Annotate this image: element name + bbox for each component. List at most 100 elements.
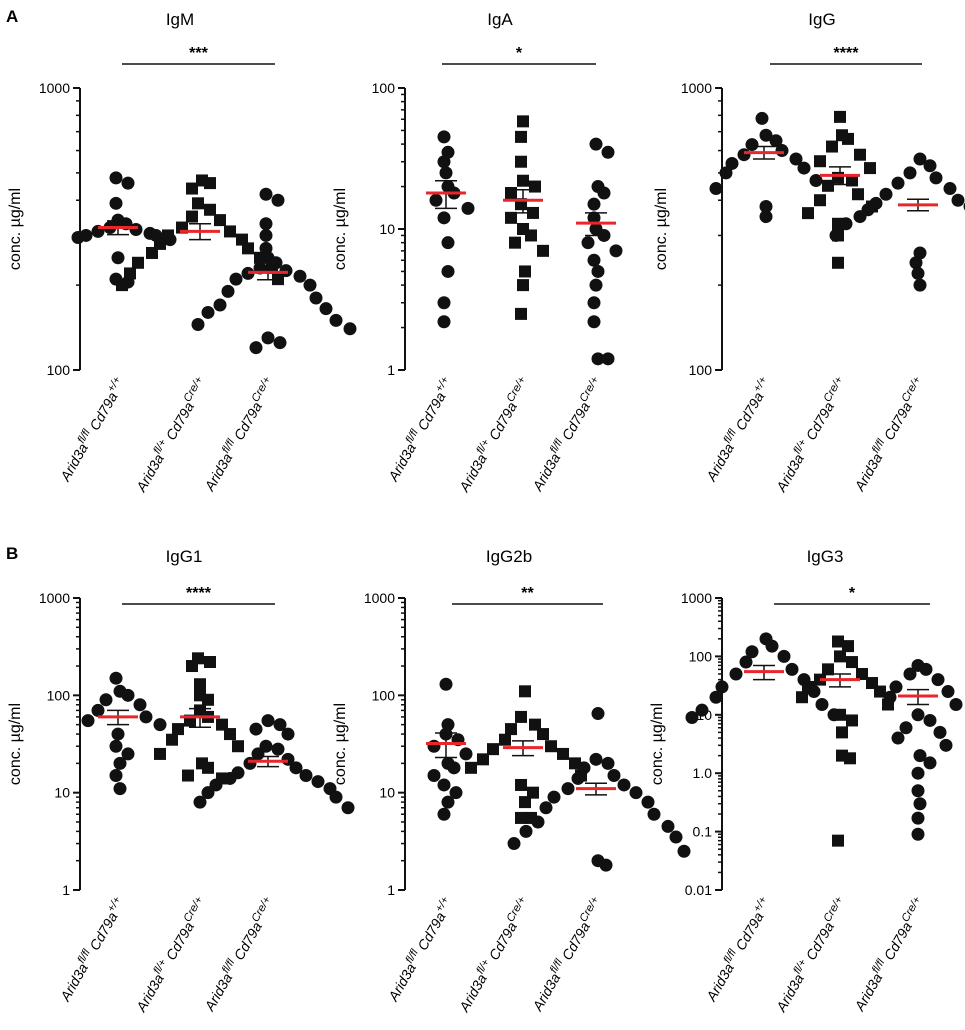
data-point-square — [515, 811, 527, 824]
data-point-square — [545, 740, 557, 753]
data-point-circle — [427, 739, 441, 753]
data-point-circle — [755, 111, 769, 125]
chart-title: IgA — [487, 10, 513, 29]
x-tick-label: Arid3afl/+ Cd79aCre/+ — [771, 894, 851, 1015]
group-label-base: Arid3a — [851, 970, 886, 1014]
group-label-sup2: Cre/+ — [181, 374, 205, 404]
data-point-circle — [617, 778, 631, 792]
data-point-square — [124, 267, 136, 280]
data-point-square — [146, 246, 158, 259]
data-point-circle — [607, 769, 621, 783]
data-point-square — [517, 279, 529, 292]
data-point-circle — [303, 278, 317, 292]
group-label-sup2: Cre/+ — [821, 374, 845, 404]
data-point-circle — [815, 698, 829, 712]
group-label-mid: Cd79a — [879, 399, 916, 446]
data-point-circle — [441, 236, 455, 250]
data-point-square — [172, 723, 184, 736]
data-point-circle — [789, 152, 803, 166]
data-point-circle — [507, 837, 521, 851]
data-point-square — [182, 769, 194, 782]
data-point-circle — [539, 801, 553, 815]
data-point-square — [515, 307, 527, 320]
data-point-circle — [929, 171, 943, 185]
group-label-sup2: Cre/+ — [504, 894, 528, 924]
data-point-circle — [949, 698, 963, 712]
x-tick-label: Arid3afl/fl Cd79aCre/+ — [527, 374, 607, 494]
y-tick-label: 0.01 — [685, 882, 712, 898]
group-label-mid: Cd79a — [161, 399, 198, 446]
group-label-sup2: Cre/+ — [249, 374, 273, 404]
data-point-circle — [111, 727, 125, 741]
data-point-circle — [923, 713, 937, 727]
group-label-mid: Cd79a — [801, 919, 838, 966]
chart-iga: IgA 1 10 100 conc. µg/ml * Arid3afl/fl Cd79a+/… — [332, 10, 623, 495]
data-point-circle — [911, 827, 925, 841]
group-label-base: Arid3a — [455, 451, 490, 495]
data-point-circle — [641, 795, 655, 809]
data-point-circle — [911, 784, 925, 798]
data-point-square — [216, 718, 228, 731]
data-point-circle — [777, 649, 791, 663]
data-point-circle — [437, 807, 451, 821]
data-point-circle — [113, 756, 127, 770]
data-point-square — [517, 174, 529, 187]
data-point-circle — [591, 264, 605, 278]
x-tick-label: Arid3afl/fl Cd79a+/+ — [701, 894, 775, 1004]
data-point-circle — [91, 703, 105, 717]
data-point-square — [814, 155, 826, 168]
data-point-circle — [785, 662, 799, 676]
data-point-square — [214, 214, 226, 227]
significance-stars: *** — [189, 45, 208, 62]
data-point-square — [154, 237, 166, 250]
data-point-square — [874, 685, 886, 698]
chart-igg: IgG 100 1000 conc. µg/ml **** Arid3afl/fl Cd7… — [653, 10, 965, 495]
data-point-circle — [309, 291, 323, 305]
group-label-sup2: Cre/+ — [577, 374, 601, 404]
data-point-circle — [581, 236, 595, 250]
data-point-circle — [113, 782, 127, 796]
y-tick-label: 1 — [62, 882, 70, 898]
data-point-circle — [909, 256, 923, 270]
data-point-circle — [661, 819, 675, 833]
data-point-circle — [441, 264, 455, 278]
data-point-square — [477, 753, 489, 766]
data-point-circle — [547, 790, 561, 804]
group-label-sup2: Cre/+ — [504, 374, 528, 404]
data-point-circle — [911, 266, 925, 280]
y-tick-label: 100 — [47, 362, 71, 378]
data-point-circle — [519, 824, 533, 838]
data-point-square — [527, 786, 539, 799]
data-point-circle — [941, 685, 955, 699]
group-label-base: Arid3a — [56, 960, 91, 1004]
data-point-circle — [71, 231, 85, 245]
group-label-mid: Cd79a — [229, 399, 266, 446]
chart-title: IgG1 — [166, 547, 203, 566]
group-label-base: Arid3a — [772, 971, 807, 1015]
data-point-square — [204, 177, 216, 190]
data-point-square — [822, 179, 834, 192]
data-point-circle — [729, 667, 743, 681]
data-point-circle — [589, 752, 603, 766]
data-point-circle — [121, 747, 135, 761]
data-point-circle — [191, 317, 205, 331]
data-point-square — [465, 761, 477, 774]
data-point-square — [224, 728, 236, 741]
data-point-circle — [601, 756, 615, 770]
data-point-circle — [911, 811, 925, 825]
group-label-base: Arid3a — [56, 440, 91, 484]
data-point-square — [505, 187, 517, 200]
data-point-square — [814, 194, 826, 207]
data-point-circle — [447, 761, 461, 775]
significance-stars: ** — [521, 585, 534, 602]
y-axis-label: conc. µg/ml — [332, 188, 349, 270]
data-point-circle — [229, 272, 243, 286]
data-point-circle — [911, 708, 925, 722]
data-point-circle — [437, 211, 451, 225]
chart-igm: IgM 100 1000 conc. µg/ml *** Arid3afl/fl Cd79… — [7, 10, 357, 495]
data-point-square — [186, 660, 198, 673]
group-label-sup2: Cre/+ — [899, 894, 923, 924]
y-axis-label: conc. µg/ml — [7, 188, 24, 270]
data-point-circle — [289, 761, 303, 775]
